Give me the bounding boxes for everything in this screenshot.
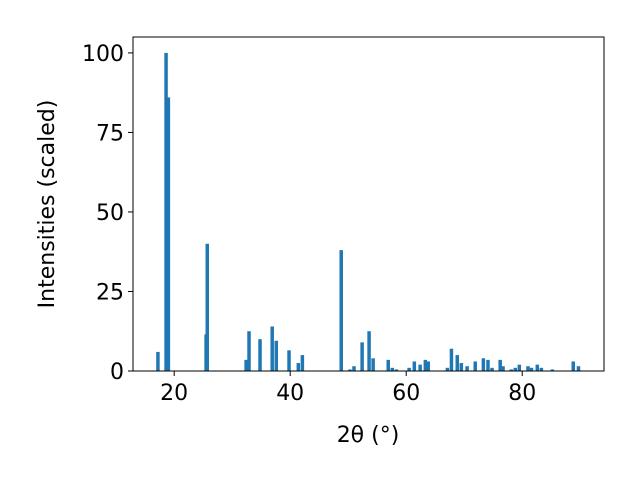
x-tick-label: 60	[392, 381, 420, 406]
y-tick-label: 0	[110, 360, 124, 385]
bar	[270, 326, 274, 371]
x-tick-label: 20	[160, 381, 188, 406]
x-tick-label: 80	[508, 381, 536, 406]
bar	[517, 364, 522, 371]
bar	[156, 351, 160, 371]
bar	[360, 342, 364, 371]
bar	[571, 361, 575, 371]
bar	[287, 350, 291, 371]
bar	[423, 359, 428, 371]
bar	[486, 359, 490, 371]
bar	[513, 367, 517, 371]
bar	[394, 369, 399, 371]
bar	[348, 369, 352, 371]
bar	[386, 359, 390, 371]
bar	[407, 367, 411, 371]
bar	[481, 358, 486, 371]
bar	[576, 366, 581, 371]
bar	[465, 366, 469, 371]
x-tick-label: 40	[276, 381, 304, 406]
bar	[498, 359, 502, 371]
bar	[426, 361, 430, 371]
bar	[274, 340, 279, 371]
bar	[445, 367, 450, 371]
bar	[371, 358, 375, 371]
plot-frame	[132, 36, 605, 372]
bar	[300, 355, 305, 371]
y-tick-label: 75	[96, 121, 124, 146]
bar	[449, 348, 454, 371]
y-tick-label: 100	[82, 42, 124, 67]
bar	[473, 361, 477, 371]
bar	[352, 366, 356, 371]
bar	[539, 367, 544, 371]
bar	[164, 52, 168, 372]
bar	[166, 97, 171, 371]
bar	[244, 359, 248, 371]
y-tick-label: 25	[96, 280, 124, 305]
bar	[501, 366, 505, 371]
bar	[258, 339, 262, 371]
bar	[550, 369, 555, 371]
bar	[459, 363, 464, 371]
bar	[535, 364, 540, 371]
y-tick-label: 50	[96, 201, 124, 226]
bar	[412, 361, 417, 371]
bar	[205, 243, 209, 371]
bar	[367, 331, 371, 371]
bar	[526, 366, 530, 371]
bar	[296, 363, 301, 371]
bar	[529, 367, 534, 371]
bar	[455, 355, 459, 371]
y-axis-label: Intensities (scaled)	[35, 100, 60, 309]
bar	[339, 250, 343, 371]
bar	[509, 369, 513, 371]
x-axis-label: 2θ (°)	[337, 423, 400, 448]
bar	[418, 364, 422, 371]
bar	[247, 331, 251, 371]
bar	[390, 367, 395, 371]
bar	[490, 367, 494, 371]
